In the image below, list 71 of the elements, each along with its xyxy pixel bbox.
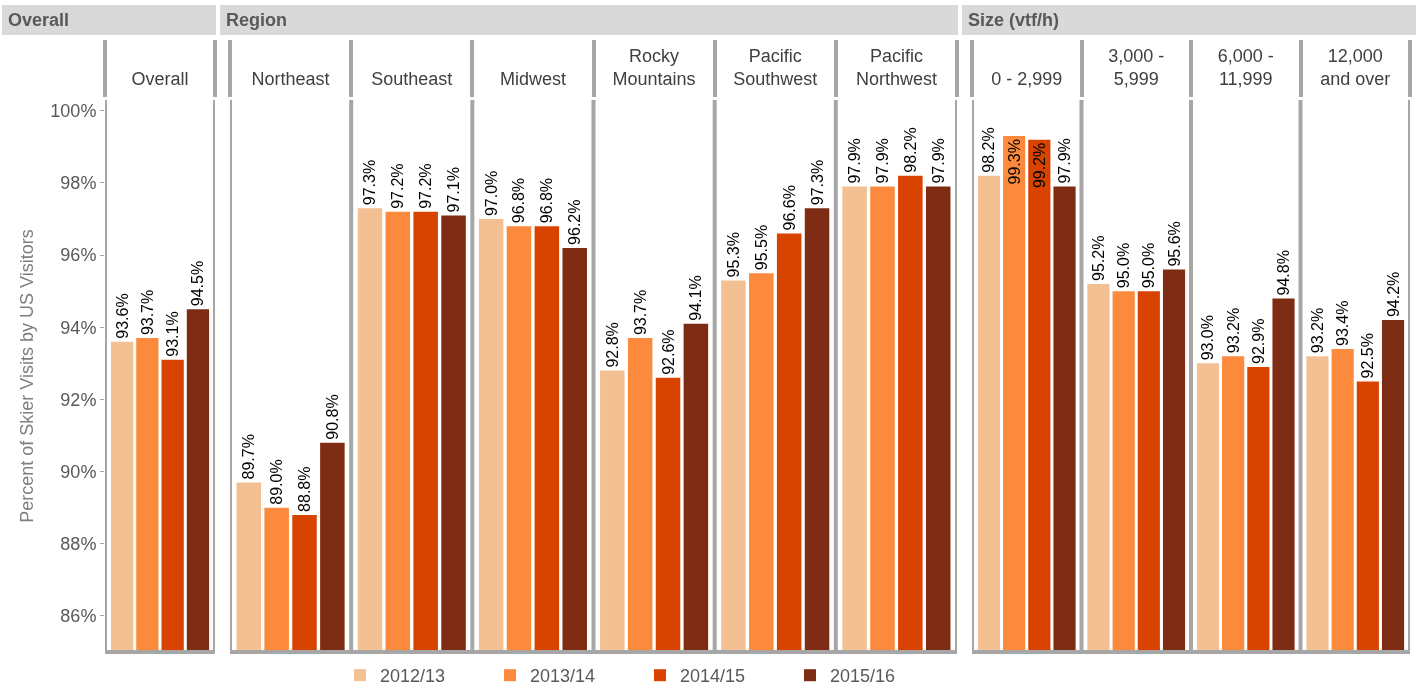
data-label: 96.6% <box>780 185 798 231</box>
chart-title: Size (vtf/h) <box>968 10 1060 31</box>
data-label: 96.8% <box>538 177 556 224</box>
data-label: 88.8% <box>296 466 314 512</box>
data-label: 94.8% <box>1275 250 1293 296</box>
data-label: 95.2% <box>1089 235 1107 281</box>
data-label: 97.9% <box>929 138 947 184</box>
x-tick-label: 0 - 2,999 <box>991 69 1063 90</box>
data-label: 94.1% <box>687 275 705 321</box>
data-label: 89.7% <box>240 434 258 480</box>
y-tick-label: 98% <box>60 173 97 194</box>
data-label: 99.2% <box>1030 142 1048 189</box>
x-tick-label: Southeast <box>371 69 453 90</box>
legend-label: 2013/14 <box>530 666 596 687</box>
data-label: 89.0% <box>268 459 286 505</box>
data-label: 93.6% <box>113 293 131 339</box>
data-label: 97.2% <box>417 163 435 209</box>
y-tick-label: 90% <box>60 461 97 482</box>
data-label: 96.2% <box>566 199 584 245</box>
data-label: 93.7% <box>631 289 649 336</box>
y-tick-label: 96% <box>60 245 97 266</box>
data-label: 92.6% <box>659 329 677 375</box>
data-label: 95.3% <box>724 232 742 278</box>
data-label: 94.5% <box>189 260 207 307</box>
data-label: 97.9% <box>873 138 891 184</box>
y-axis-title: Percent of Skier Visits by US Visitors <box>16 229 37 523</box>
data-label: 92.9% <box>1249 318 1267 364</box>
data-label: 95.0% <box>1115 242 1133 289</box>
data-label: 93.2% <box>1308 307 1326 354</box>
data-label: 98.2% <box>980 127 998 173</box>
data-label: 95.5% <box>752 224 770 271</box>
x-tick-label: Overall <box>131 69 189 90</box>
y-tick-label: 88% <box>60 534 97 555</box>
data-label: 93.4% <box>1334 300 1352 346</box>
x-tick-label: Rocky Mountains <box>612 46 696 90</box>
data-label: 97.3% <box>361 159 379 206</box>
y-tick-label: 86% <box>60 606 97 627</box>
data-label: 93.2% <box>1224 307 1242 354</box>
y-tick-label: 94% <box>60 317 97 338</box>
data-label: 94.2% <box>1384 271 1402 318</box>
data-label: 97.3% <box>808 159 826 206</box>
data-label: 93.0% <box>1199 314 1217 361</box>
data-label: 99.3% <box>1005 139 1023 185</box>
x-tick-label: 12,000 and over <box>1320 46 1391 90</box>
x-tick-label: 6,000 - 11,999 <box>1217 46 1274 90</box>
data-label: 95.6% <box>1165 221 1183 267</box>
x-tick-label: Pacific Southwest <box>733 46 818 90</box>
data-label: 93.7% <box>138 289 156 336</box>
legend-label: 2015/16 <box>830 666 896 687</box>
data-label: 90.8% <box>323 394 341 440</box>
y-tick-label: 92% <box>60 389 97 410</box>
data-label: 97.0% <box>482 170 500 217</box>
data-label: 97.9% <box>1056 138 1074 184</box>
data-label: 97.9% <box>846 138 864 184</box>
data-label: 98.2% <box>901 127 919 173</box>
x-tick-label: Pacific Northwest <box>855 46 937 90</box>
x-tick-label: 3,000 - 5,999 <box>1108 46 1165 90</box>
data-label: 93.1% <box>164 311 182 357</box>
legend-label: 2014/15 <box>680 666 746 687</box>
data-label: 95.0% <box>1140 242 1158 289</box>
y-tick-label: 100% <box>50 101 97 122</box>
x-tick-label: Midwest <box>499 69 566 90</box>
chart-title: Region <box>226 10 287 31</box>
data-label: 92.8% <box>603 322 621 368</box>
data-label: 96.8% <box>510 177 528 224</box>
data-label: 97.1% <box>445 167 463 213</box>
chart-title: Overall <box>8 10 70 31</box>
data-label: 97.2% <box>389 163 407 209</box>
legend-label: 2012/13 <box>380 666 446 687</box>
x-tick-label: Northeast <box>251 69 330 90</box>
data-label: 92.5% <box>1359 333 1377 379</box>
